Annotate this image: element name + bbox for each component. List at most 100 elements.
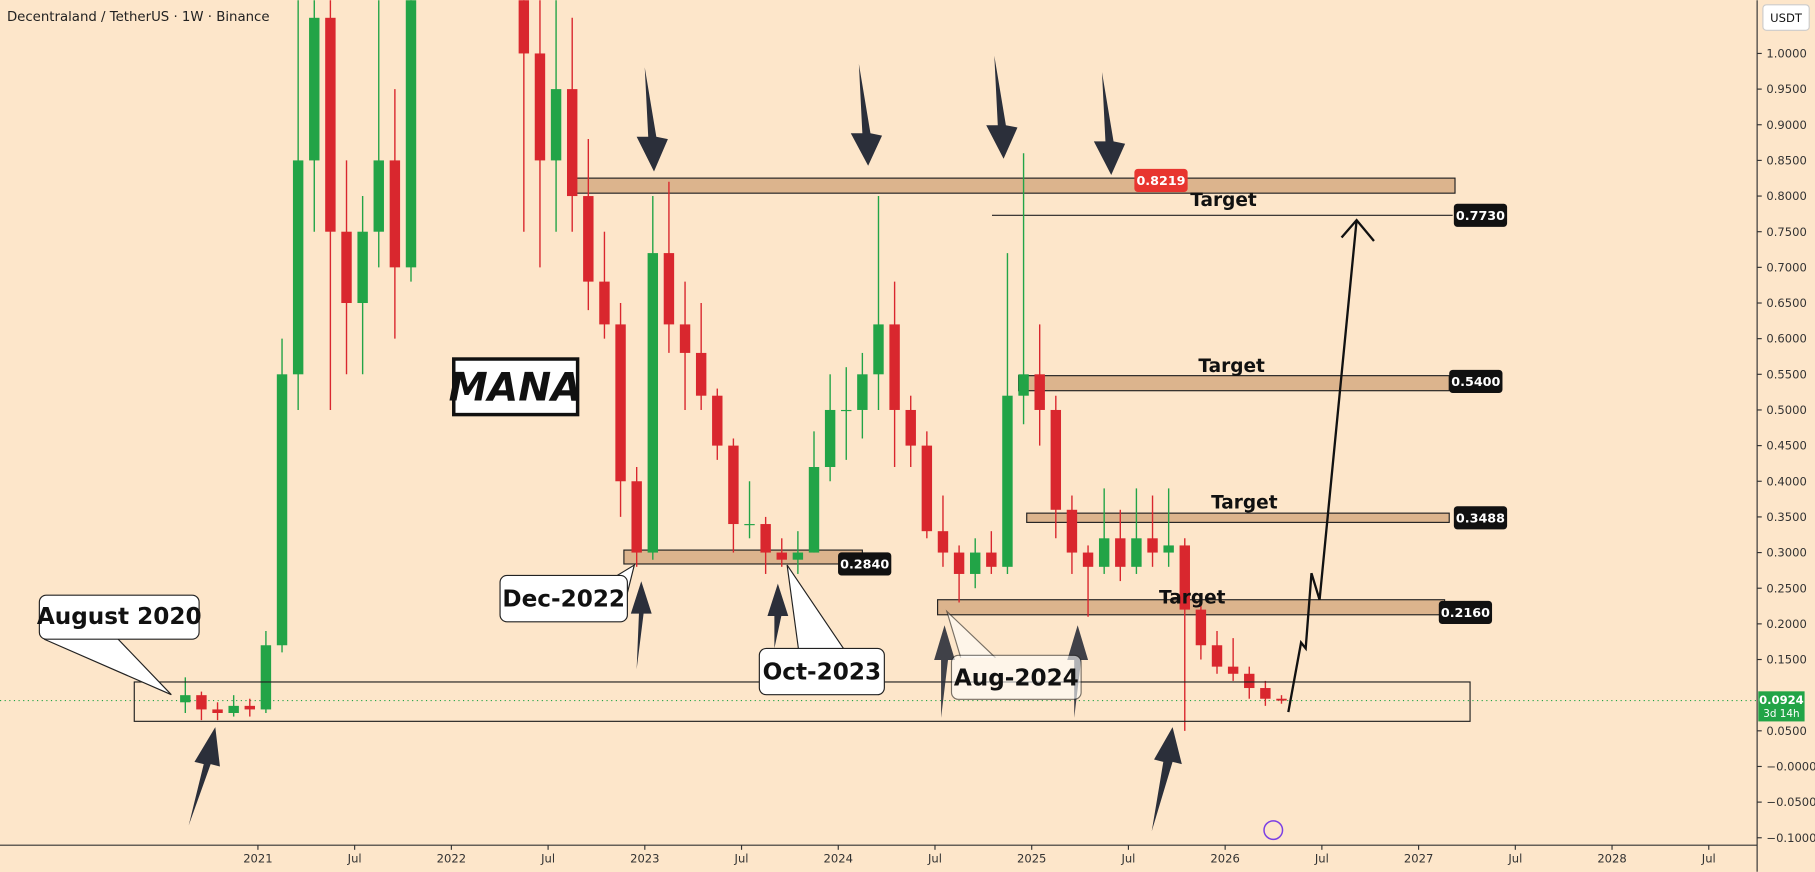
x-tick-label: Jul <box>347 852 362 866</box>
candle-body <box>196 695 207 710</box>
y-tick-label: −0.1000 <box>1766 831 1815 845</box>
candle-body <box>1244 673 1255 689</box>
y-tick-label: 0.5000 <box>1766 403 1806 417</box>
candle-body <box>841 409 852 412</box>
x-tick-label: Jul <box>540 852 555 866</box>
candle-body <box>1195 609 1207 646</box>
y-tick-label: 0.0500 <box>1766 724 1806 738</box>
candle-body <box>857 374 868 410</box>
callouts: MANA August 2020 Dec-2022 Oct-2023 Aug-2… <box>37 357 1082 700</box>
candle-body <box>937 531 949 553</box>
candle-body <box>1163 545 1174 553</box>
candle-body <box>1018 374 1029 396</box>
level-tag <box>1453 203 1508 227</box>
last-price-label: 0.0924 <box>1759 693 1804 707</box>
x-tick-label: 2025 <box>1017 852 1046 866</box>
level-zone <box>572 177 1456 194</box>
candle-body <box>1002 395 1013 567</box>
lightning-icon[interactable] <box>1263 820 1284 841</box>
candle-body <box>260 645 272 710</box>
y-tick-label: 0.1500 <box>1766 653 1806 667</box>
y-tick-label: 0.8000 <box>1766 189 1806 203</box>
y-tick-label: 0.8500 <box>1766 153 1806 167</box>
candle-body <box>744 524 755 526</box>
candle-body <box>631 481 642 553</box>
level-tag-label: 0.2840 <box>840 558 889 573</box>
candle-body <box>534 53 546 161</box>
y-tick-label: 0.2500 <box>1766 581 1806 595</box>
candle-body <box>712 395 723 446</box>
level-tag <box>1453 506 1508 530</box>
candle-body <box>1066 509 1078 553</box>
candle-body <box>792 552 804 560</box>
y-tick-label: 0.9500 <box>1766 82 1806 96</box>
level-zone <box>623 549 863 565</box>
candle-body <box>357 231 368 304</box>
candle-body <box>1034 374 1045 410</box>
candle-body <box>1115 538 1126 567</box>
y-tick-label: 0.6000 <box>1766 332 1806 346</box>
callout-label: Oct-2023 <box>763 660 881 686</box>
y-tick-label: 0.4000 <box>1766 474 1806 488</box>
x-tick-label: Jul <box>734 852 749 866</box>
y-tick-label: 0.4500 <box>1766 439 1806 453</box>
candle-body <box>1131 538 1142 567</box>
y-tick-label: 0.7500 <box>1766 225 1806 239</box>
candle-body <box>1082 552 1094 567</box>
candle-body <box>373 160 384 232</box>
target-label: Target <box>1159 587 1226 608</box>
level-tag-label: 0.7730 <box>1456 209 1505 224</box>
y-tick-label: 0.6500 <box>1766 296 1806 310</box>
y-tick-label: 0.3000 <box>1766 546 1806 560</box>
currency-label: USDT <box>1770 11 1803 25</box>
candle-body <box>808 467 820 553</box>
candle-body <box>970 552 981 574</box>
candle-body <box>1179 545 1190 610</box>
projection-path <box>1287 220 1358 713</box>
level-tag <box>1438 600 1493 625</box>
x-tick-label: 2024 <box>824 852 853 866</box>
candle-body <box>921 445 933 532</box>
level-tag <box>838 552 892 576</box>
candle-body <box>550 89 562 161</box>
x-tick-label: Jul <box>927 852 942 866</box>
candle-body <box>953 552 965 574</box>
x-tick-label: Jul <box>1701 852 1716 866</box>
level-tag-label: 0.2160 <box>1441 606 1490 621</box>
y-tick-label: −0.0500 <box>1766 795 1815 809</box>
candle-body <box>228 705 239 713</box>
candle-body <box>695 352 707 396</box>
x-tick-label: 2027 <box>1404 852 1433 866</box>
candle-body <box>325 17 336 232</box>
candle-body <box>760 524 771 553</box>
candle-body <box>905 409 916 446</box>
x-tick-label: Jul <box>1120 852 1135 866</box>
currency-button[interactable] <box>1762 4 1810 31</box>
level-zone <box>1018 375 1450 392</box>
chart-title: Decentraland / TetherUS · 1W · Binance <box>7 10 270 25</box>
candle-body <box>889 324 900 410</box>
x-tick-label: Jul <box>1314 852 1329 866</box>
candle-body <box>244 705 256 710</box>
candle-body <box>873 324 884 375</box>
x-tick-label: 2028 <box>1597 852 1626 866</box>
candle-body <box>1260 688 1271 699</box>
level-tag-label: 0.8219 <box>1136 174 1185 189</box>
x-tick-label: Jul <box>1507 852 1522 866</box>
candle-body <box>566 89 578 197</box>
y-tick-label: 1.0000 <box>1766 47 1806 61</box>
callout-label: Aug-2024 <box>954 665 1079 691</box>
countdown-label: 3d 14h <box>1763 708 1799 720</box>
callout-label: August 2020 <box>37 604 202 630</box>
y-tick-label: 0.7000 <box>1766 260 1806 274</box>
x-tick-label: 2021 <box>243 852 272 866</box>
candle-body <box>679 324 691 353</box>
candle-body <box>180 695 191 703</box>
candle-body <box>1227 666 1239 674</box>
level-tag-label: 0.5400 <box>1451 375 1500 390</box>
level-tag-label: 0.3488 <box>1456 511 1505 526</box>
candle-body <box>309 17 320 161</box>
last-price-tag <box>1758 691 1805 722</box>
